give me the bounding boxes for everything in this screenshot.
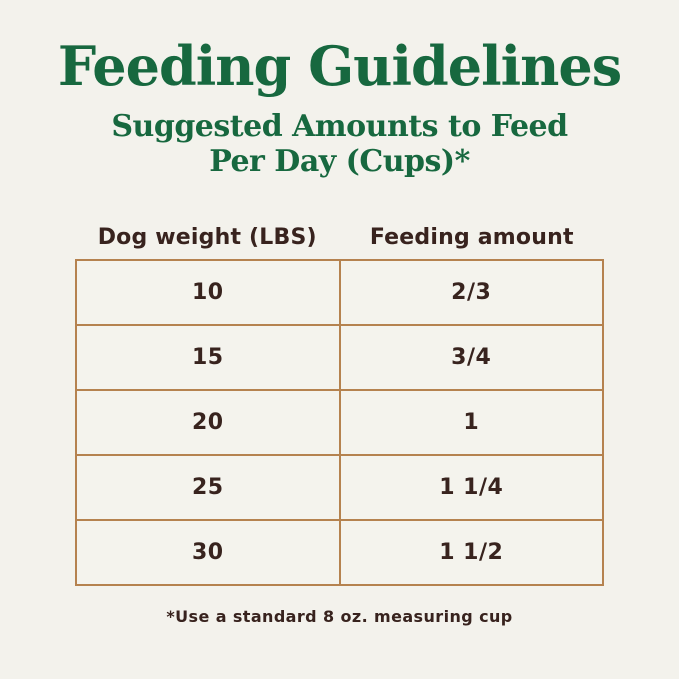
subtitle-line-1: Suggested Amounts to Feed <box>111 108 568 144</box>
table-cell-weight: 15 <box>75 323 341 391</box>
table-row: 30 1 1/2 <box>75 518 604 586</box>
table-column-headers: Dog weight (LBS) Feeding amount <box>75 225 604 250</box>
table-cell-weight: 20 <box>75 388 341 456</box>
page-subtitle: Suggested Amounts to Feed Per Day (Cups)* <box>0 109 679 179</box>
feeding-table-body: 10 2/3 15 3/4 20 1 25 1 1/4 30 1 1/2 <box>75 258 604 586</box>
table-row: 20 1 <box>75 388 604 456</box>
table-cell-amount: 1 1/4 <box>338 453 604 521</box>
page-title: Feeding Guidelines <box>57 34 622 98</box>
table-cell-amount: 3/4 <box>338 323 604 391</box>
column-header-feeding-amount: Feeding amount <box>369 224 574 250</box>
footnote: *Use a standard 8 oz. measuring cup <box>166 606 513 626</box>
feeding-table-section: Dog weight (LBS) Feeding amount 10 2/3 1… <box>75 225 604 586</box>
table-row: 10 2/3 <box>75 258 604 326</box>
table-cell-weight: 25 <box>75 453 341 521</box>
table-cell-amount: 2/3 <box>338 258 604 326</box>
table-cell-weight: 10 <box>75 258 341 326</box>
table-cell-weight: 30 <box>75 518 341 586</box>
subtitle-line-2: Per Day (Cups)* <box>209 143 470 179</box>
table-row: 25 1 1/4 <box>75 453 604 521</box>
table-row: 15 3/4 <box>75 323 604 391</box>
column-header-dog-weight: Dog weight (LBS) <box>97 224 317 250</box>
table-cell-amount: 1 1/2 <box>338 518 604 586</box>
table-cell-amount: 1 <box>338 388 604 456</box>
feeding-table: 10 2/3 15 3/4 20 1 25 1 1/4 30 1 1/2 <box>75 258 604 586</box>
